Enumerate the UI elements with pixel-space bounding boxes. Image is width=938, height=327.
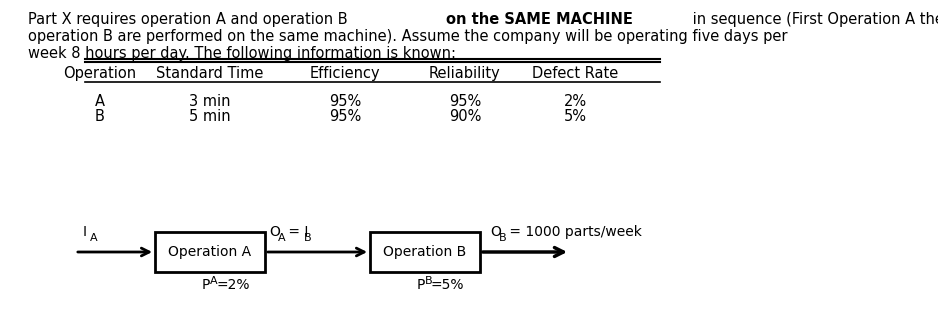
Text: P: P <box>202 278 210 292</box>
Text: in sequence (First Operation A then: in sequence (First Operation A then <box>688 12 938 27</box>
Text: 95%: 95% <box>329 94 361 109</box>
Text: B: B <box>304 233 311 243</box>
Text: B: B <box>425 276 432 286</box>
Bar <box>155 232 265 272</box>
Text: 95%: 95% <box>449 94 481 109</box>
Text: P: P <box>417 278 425 292</box>
Text: Efficiency: Efficiency <box>310 66 380 81</box>
Text: =5%: =5% <box>431 278 464 292</box>
Text: = 1000 parts/week: = 1000 parts/week <box>505 225 642 239</box>
Text: 90%: 90% <box>448 109 481 124</box>
Text: I: I <box>83 225 87 239</box>
Text: B: B <box>499 233 507 243</box>
Text: 95%: 95% <box>329 109 361 124</box>
Text: Reliability: Reliability <box>429 66 501 81</box>
Text: A: A <box>95 94 105 109</box>
Text: O: O <box>269 225 280 239</box>
Text: 5%: 5% <box>564 109 586 124</box>
Text: on the SAME MACHINE: on the SAME MACHINE <box>446 12 633 27</box>
Text: Defect Rate: Defect Rate <box>532 66 618 81</box>
Text: =2%: =2% <box>216 278 250 292</box>
Text: Part X requires operation A and operation B: Part X requires operation A and operatio… <box>28 12 353 27</box>
Text: 2%: 2% <box>564 94 586 109</box>
Text: Operation: Operation <box>64 66 137 81</box>
Text: B: B <box>95 109 105 124</box>
Text: A: A <box>90 233 98 243</box>
Text: Operation A: Operation A <box>169 245 251 259</box>
Text: O: O <box>490 225 501 239</box>
Text: 5 min: 5 min <box>189 109 231 124</box>
Text: week 8 hours per day. The following information is known:: week 8 hours per day. The following info… <box>28 46 456 61</box>
Text: operation B are performed on the same machine). Assume the company will be opera: operation B are performed on the same ma… <box>28 29 788 44</box>
Text: = I: = I <box>284 225 309 239</box>
Text: Operation B: Operation B <box>384 245 466 259</box>
Text: 3 min: 3 min <box>189 94 231 109</box>
Text: A: A <box>278 233 286 243</box>
Text: Standard Time: Standard Time <box>157 66 264 81</box>
Text: A: A <box>210 276 218 286</box>
Bar <box>370 232 480 272</box>
